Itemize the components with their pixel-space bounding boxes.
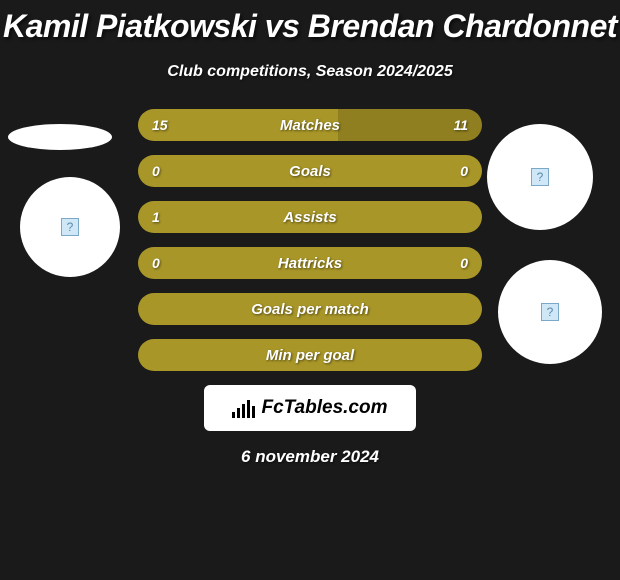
avatar-right-bottom: ? xyxy=(498,260,602,364)
stat-bar-hattricks: 0 Hattricks 0 xyxy=(138,247,482,279)
stats-container: 15 Matches 11 0 Goals 0 1 Assists 0 Hatt… xyxy=(138,109,482,371)
stat-value-left: 0 xyxy=(152,255,160,271)
stat-bar-matches: 15 Matches 11 xyxy=(138,109,482,141)
placeholder-icon: ? xyxy=(541,303,559,321)
stat-label: Matches xyxy=(280,117,340,134)
date-label: 6 november 2024 xyxy=(0,447,620,467)
logo-box: FcTables.com xyxy=(204,385,416,431)
logo-bars-icon xyxy=(232,398,255,418)
placeholder-icon: ? xyxy=(531,168,549,186)
stat-label: Min per goal xyxy=(266,347,354,364)
stat-label: Goals per match xyxy=(251,301,369,318)
stat-value-right: 0 xyxy=(460,163,468,179)
stat-label: Assists xyxy=(283,209,336,226)
stat-bar-assists: 1 Assists xyxy=(138,201,482,233)
stat-value-left: 0 xyxy=(152,163,160,179)
stat-value-right: 0 xyxy=(460,255,468,271)
page-title: Kamil Piatkowski vs Brendan Chardonnet xyxy=(0,0,620,45)
avatar-ellipse xyxy=(8,124,112,150)
stat-bar-goals: 0 Goals 0 xyxy=(138,155,482,187)
stat-label: Hattricks xyxy=(278,255,342,272)
avatar-left: ? xyxy=(20,177,120,277)
stat-value-left: 15 xyxy=(152,117,168,133)
stat-bar-goals-per-match: Goals per match xyxy=(138,293,482,325)
placeholder-icon: ? xyxy=(61,218,79,236)
stat-label: Goals xyxy=(289,163,331,180)
page-subtitle: Club competitions, Season 2024/2025 xyxy=(0,63,620,81)
stat-value-left: 1 xyxy=(152,209,160,225)
stat-bar-min-per-goal: Min per goal xyxy=(138,339,482,371)
stat-value-right: 11 xyxy=(453,117,468,133)
logo-text: FcTables.com xyxy=(261,397,387,419)
avatar-right-top: ? xyxy=(487,124,593,230)
